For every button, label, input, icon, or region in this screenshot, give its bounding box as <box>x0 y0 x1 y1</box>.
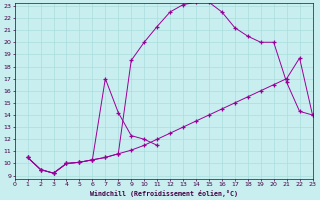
X-axis label: Windchill (Refroidissement éolien,°C): Windchill (Refroidissement éolien,°C) <box>90 190 237 197</box>
